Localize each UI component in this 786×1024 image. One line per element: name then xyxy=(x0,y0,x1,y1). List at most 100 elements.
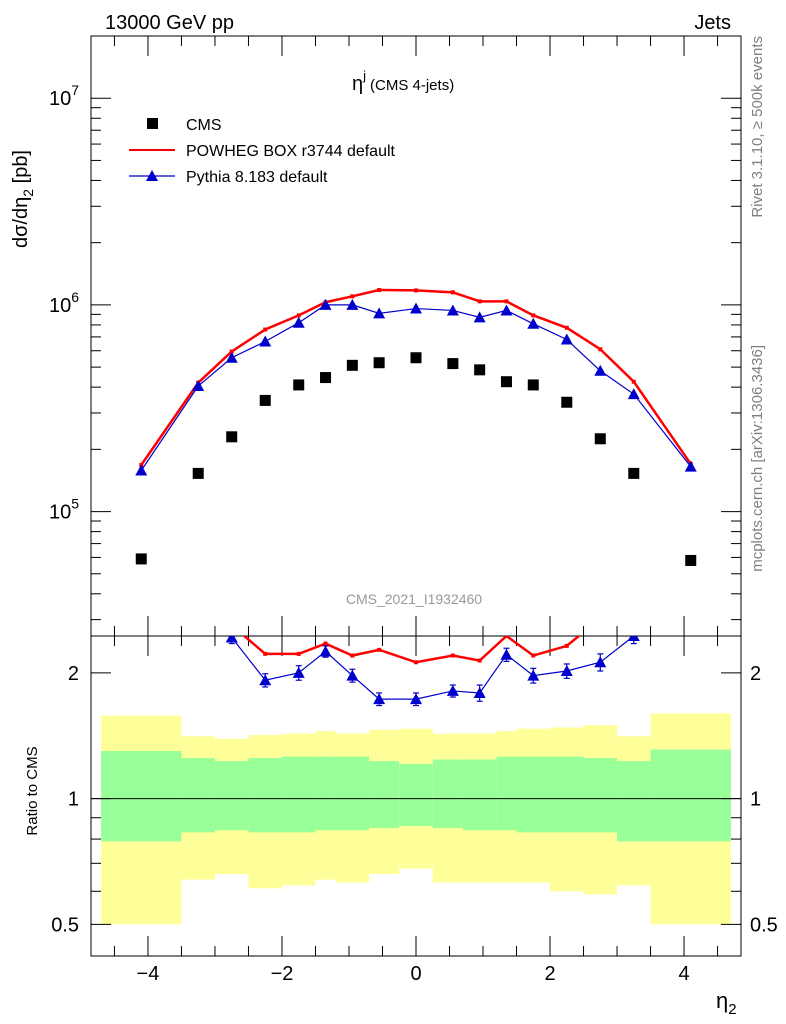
powheg-ratio-point xyxy=(632,610,636,614)
powheg-ratio-point xyxy=(564,643,569,648)
cms-point xyxy=(561,396,573,408)
legend: CMS POWHEG BOX r3744 default Pythia 8.18… xyxy=(129,117,396,186)
cms-point xyxy=(259,394,271,406)
rivet-version-label: Rivet 3.1.10, ≥ 500k events xyxy=(749,36,766,218)
x-axis-title: η2 xyxy=(716,988,737,1018)
inner-band-bin xyxy=(214,761,249,831)
uncertainty-bands xyxy=(101,713,731,925)
cms-point xyxy=(474,364,486,376)
powheg-point xyxy=(631,379,636,384)
pythia-ratio-point xyxy=(500,648,513,660)
ratio-tick-label-left-2: 2 xyxy=(68,663,79,685)
powheg-ratio-point xyxy=(323,641,328,646)
inner-band-bin xyxy=(617,761,651,842)
pythia-point xyxy=(225,351,238,363)
powheg-point xyxy=(477,299,482,304)
powheg-ratio-point xyxy=(230,623,234,627)
pythia-point xyxy=(346,298,359,310)
pythia-ratio-point xyxy=(527,669,540,681)
pythia-ratio-point xyxy=(446,684,459,696)
pythia-line xyxy=(140,304,692,471)
ratio-tick-label-right-2: 2 xyxy=(750,663,761,685)
mcplots-reference-label: mcplots.cern.ch [arXiv:1306.3436] xyxy=(749,345,766,572)
legend-pythia-label: Pythia 8.183 default xyxy=(186,169,328,186)
ratio-data-marks xyxy=(135,603,693,707)
x-tick-label-2: 2 xyxy=(544,963,555,985)
header-right: Jets xyxy=(694,12,731,34)
powheg-ratio-point xyxy=(414,660,418,665)
inner-band-bin xyxy=(399,764,433,826)
x-tick-label-0: 0 xyxy=(410,963,421,985)
ratio-y-axis-title: Ratio to CMS xyxy=(24,746,41,835)
pythia-ratio-point xyxy=(135,612,147,623)
ratio-y-tick-labels: 0.5 1 2 0.5 1 2 xyxy=(51,663,778,937)
main-y-tick-label-1e6: 106 xyxy=(49,289,79,317)
inner-band-bin xyxy=(369,761,400,829)
pythia-ratio-point xyxy=(225,636,238,643)
inner-band-bin xyxy=(248,758,282,833)
powheg-ratio-point xyxy=(296,651,301,656)
main-y-axis-title: dσ/dη2 [pb] xyxy=(10,150,36,248)
powheg-point xyxy=(377,288,382,293)
pythia-ratio-point xyxy=(346,669,359,681)
main-y-tick-label-1e7: 107 xyxy=(49,82,79,110)
x-tick-labels: −4 −2 0 2 4 xyxy=(137,963,690,985)
cms-point xyxy=(346,359,358,371)
powheg-ratio-point xyxy=(450,653,455,658)
inner-band-bin xyxy=(583,758,618,833)
x-tick-label-4: 4 xyxy=(678,963,689,985)
cms-point xyxy=(594,433,606,445)
ratio-clipped-group xyxy=(135,603,693,707)
powheg-ratio-point xyxy=(263,651,268,656)
pythia-point xyxy=(684,460,697,472)
powheg-point xyxy=(229,349,234,354)
main-data-marks xyxy=(135,288,697,566)
cms-point xyxy=(500,376,512,388)
legend-powheg-label: POWHEG BOX r3744 default xyxy=(186,143,396,160)
pythia-ratio-point xyxy=(473,686,486,698)
axis-ticks xyxy=(91,35,741,956)
cms-point xyxy=(373,357,385,369)
pythia-ratio-point xyxy=(192,616,204,627)
legend-cms-marker xyxy=(147,118,158,129)
pythia-point xyxy=(192,380,205,392)
cms-point xyxy=(293,379,305,391)
powheg-ratio-point xyxy=(139,607,143,611)
cms-point xyxy=(527,379,539,391)
inner-band-bin xyxy=(181,758,215,833)
inner-band-bin xyxy=(335,756,370,831)
cms-point xyxy=(685,554,697,566)
header-left: 13000 GeV pp xyxy=(105,12,234,34)
powheg-point xyxy=(350,294,355,299)
pythia-ratio-point xyxy=(560,665,573,677)
pythia-point xyxy=(500,304,513,316)
powheg-ratio-point xyxy=(504,636,509,638)
powheg-ratio-point xyxy=(689,603,693,607)
ratio-tick-label-right-1: 1 xyxy=(750,789,761,811)
ratio-tick-label-left-0p5: 0.5 xyxy=(51,914,79,936)
inner-band-bin xyxy=(315,756,336,831)
pythia-ratio-point xyxy=(292,666,305,678)
pythia-ratio-point xyxy=(259,674,272,686)
inner-band-bin xyxy=(101,750,182,842)
pythia-ratio-point xyxy=(319,645,332,657)
pythia-point xyxy=(473,311,486,323)
pythia-point xyxy=(373,307,386,319)
pythia-point xyxy=(560,333,573,345)
cms-point xyxy=(135,553,147,565)
analysis-id-watermark: CMS_2021_I1932460 xyxy=(346,591,482,607)
pythia-point xyxy=(527,317,540,329)
plot-title: ηj(CMS 4-jets) xyxy=(352,68,454,95)
pythia-point xyxy=(135,464,148,476)
inner-band-bin xyxy=(650,749,731,842)
powheg-point xyxy=(531,313,536,318)
main-y-tick-labels: 105 106 107 xyxy=(49,82,79,523)
inner-band-bin xyxy=(462,759,497,831)
cms-point xyxy=(447,358,459,370)
powheg-point xyxy=(504,299,509,304)
pythia-ratio-point xyxy=(373,693,386,705)
x-tick-label-m4: −4 xyxy=(137,963,160,985)
powheg-ratio-point xyxy=(477,658,482,663)
pythia-point xyxy=(410,302,422,314)
